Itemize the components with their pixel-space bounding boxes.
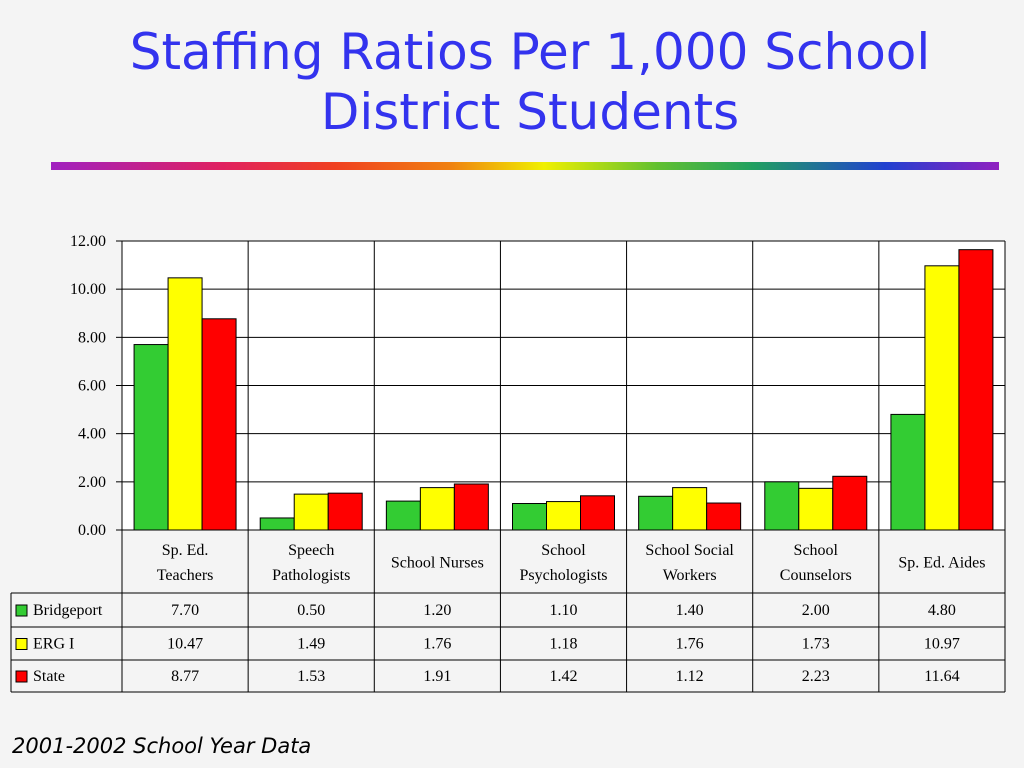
bar-erg-i-2 (419, 487, 455, 531)
page-title: Staffing Ratios Per 1,000 School Distric… (60, 22, 1000, 142)
y-tick-label: 0.00 (78, 522, 106, 539)
chart-bars (133, 249, 994, 531)
data-value-label: 1.42 (550, 668, 578, 685)
data-value-label: 1.76 (423, 636, 451, 653)
title-line-2: District Students (320, 83, 740, 141)
y-axis: 12.00 10.00 8.00 6.00 4.00 2.00 0.00 (70, 233, 122, 539)
bar-bridgeport-1 (259, 517, 295, 531)
bar-bridgeport-4 (638, 495, 674, 531)
x-category-label: Workers (663, 567, 717, 584)
legend-swatch-state (15, 670, 28, 683)
bar-bridgeport-2 (385, 500, 421, 531)
bar-bridgeport-0 (133, 344, 169, 531)
x-category-label: School (794, 542, 839, 559)
bar-erg-i-5 (798, 487, 834, 531)
bar-state-6 (958, 249, 994, 531)
legend-swatch-bridgeport (15, 604, 28, 617)
x-category-label: School (541, 542, 586, 559)
data-value-label: 11.64 (924, 668, 959, 685)
rainbow-divider (51, 162, 999, 170)
data-value-label: 1.91 (423, 668, 451, 685)
bar-erg-i-3 (546, 501, 581, 531)
data-value-label: 1.49 (297, 636, 325, 653)
data-value-label: 8.77 (171, 668, 199, 685)
x-category-label: Sp. Ed. (162, 542, 209, 559)
data-value-label: 1.73 (802, 636, 830, 653)
bar-state-3 (580, 495, 615, 531)
x-category-label: Speech (288, 542, 334, 559)
data-table: Sp. Ed. Teachers Speech Pathologists School … (10, 241, 1006, 693)
bar-bridgeport-5 (764, 481, 800, 531)
bar-state-2 (453, 483, 489, 531)
bar-bridgeport-3 (512, 503, 547, 531)
data-value-label: 0.50 (297, 602, 325, 619)
series-name: Bridgeport (33, 602, 103, 619)
title-line-1: Staffing Ratios Per 1,000 School (129, 23, 931, 81)
bar-erg-i-4 (672, 487, 708, 531)
bar-state-1 (327, 492, 363, 531)
bar-state-5 (832, 475, 868, 531)
data-value-label: 2.00 (802, 602, 830, 619)
data-value-label: 1.53 (297, 668, 325, 685)
bar-erg-i-0 (167, 277, 203, 531)
data-value-label: 10.47 (167, 636, 203, 653)
footnote: 2001-2002 School Year Data (12, 734, 312, 758)
bar-state-4 (706, 502, 742, 531)
bar-bridgeport-6 (890, 413, 926, 531)
x-category-label: Psychologists (519, 567, 607, 584)
data-value-label: 4.80 (928, 602, 956, 619)
data-value-label: 7.70 (171, 602, 199, 619)
bar-erg-i-6 (924, 265, 960, 531)
data-value-label: 2.23 (802, 668, 830, 685)
bar-state-0 (201, 318, 237, 531)
x-category-label: Teachers (157, 567, 214, 584)
x-category-label: School Social (645, 542, 734, 559)
y-tick-label: 10.00 (70, 281, 106, 298)
y-tick-label: 8.00 (78, 329, 106, 346)
data-value-label: 10.97 (924, 636, 960, 653)
x-category-label: Sp. Ed. Aides (898, 555, 985, 572)
series-name: ERG I (33, 636, 74, 653)
chart-grid (121, 240, 1006, 692)
data-value-label: 1.20 (423, 602, 451, 619)
data-value-label: 1.12 (676, 668, 704, 685)
y-tick-label: 2.00 (78, 474, 106, 491)
x-category-label: Counselors (780, 567, 852, 584)
series-name: State (33, 668, 65, 685)
data-value-label: 1.76 (676, 636, 704, 653)
x-category-label: School Nurses (391, 555, 484, 572)
x-category-label: Pathologists (272, 567, 350, 584)
bar-erg-i-1 (293, 493, 329, 531)
y-tick-label: 4.00 (78, 426, 106, 443)
legend-swatch-erg-i (15, 638, 28, 650)
y-tick-label: 12.00 (70, 233, 106, 250)
data-value-label: 1.10 (550, 602, 578, 619)
data-value-label: 1.18 (550, 636, 578, 653)
y-tick-label: 6.00 (78, 378, 106, 395)
data-value-label: 1.40 (676, 602, 704, 619)
